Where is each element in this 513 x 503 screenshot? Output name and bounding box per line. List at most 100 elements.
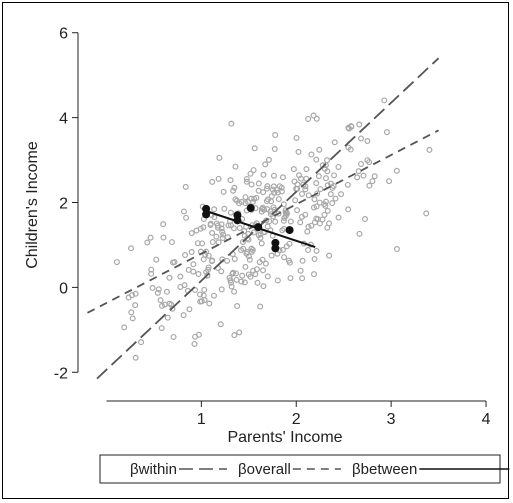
scatter-point [188, 249, 195, 256]
x-tick-label: 2 [292, 411, 301, 428]
scatter-point [314, 216, 321, 223]
scatter-point [166, 274, 173, 281]
scatter-point [190, 268, 197, 275]
scatter-point [264, 273, 271, 280]
fit-line-long-dash [96, 57, 440, 380]
scatter-point [128, 245, 135, 252]
scatter-point [236, 225, 243, 232]
scatter-point [358, 135, 365, 142]
scatter-point [232, 196, 239, 203]
scatter-point [366, 182, 373, 189]
scatter-point [227, 209, 234, 216]
scatter-point [299, 257, 306, 264]
scatter-point [181, 282, 188, 289]
scatter-point [209, 229, 216, 236]
scatter-point [251, 145, 258, 152]
scatter-point [331, 139, 338, 146]
y-tick-label: 6 [59, 26, 68, 43]
scatter-point [218, 225, 225, 232]
scatter-point [232, 270, 239, 277]
scatter-point [258, 240, 265, 247]
scatter-point [297, 219, 304, 226]
y-tick-label: 4 [59, 111, 68, 128]
scatter-point [294, 207, 301, 214]
scatter-point [238, 198, 245, 205]
scatter-point [155, 286, 162, 293]
x-ticks: 1 2 3 4 [197, 401, 491, 428]
scatter-point [267, 208, 274, 215]
scatter-point [113, 259, 120, 266]
scatter-point [138, 339, 145, 346]
scatter-point [322, 175, 329, 182]
scatter-point [129, 315, 136, 322]
scatter-point [295, 148, 302, 155]
legend: βwithin βoverall βbetween [99, 454, 510, 484]
scatter-point [299, 275, 306, 282]
scatter-point [292, 197, 299, 204]
legend-label: βbetween [352, 461, 417, 478]
scatter-point [250, 167, 257, 174]
scatter-point [250, 267, 257, 274]
scatter-point [257, 303, 264, 310]
scatter-point [296, 172, 303, 179]
scatter-point [121, 324, 128, 331]
scatter-point [269, 186, 276, 193]
scatter-point [263, 185, 270, 192]
scatter-point [311, 219, 318, 226]
scatter-point [250, 229, 257, 236]
group-mean-point [233, 216, 242, 225]
scatter-point [149, 284, 156, 291]
scatter-point [193, 227, 200, 234]
scatter-point [228, 279, 235, 286]
chart-frame [2, 2, 509, 499]
y-tick-label: 2 [59, 196, 68, 213]
scatter-point [335, 214, 342, 221]
scatter-point [256, 259, 263, 266]
group-mean-point [202, 204, 211, 213]
scatter-point [268, 193, 275, 200]
scatter-point [153, 256, 160, 263]
scatter-point [160, 234, 167, 241]
legend-label: βoverall [238, 461, 291, 478]
scatter-point [234, 303, 241, 310]
scatter-point [144, 239, 151, 246]
scatter-point [239, 272, 246, 279]
scatter-point [157, 297, 164, 304]
scatter-point [260, 189, 267, 196]
group-mean-point [246, 204, 255, 213]
scatter-point [313, 203, 320, 210]
x-axis-label: Parents' Income [227, 429, 342, 446]
scatter-point [326, 220, 333, 227]
scatter-point [279, 246, 286, 253]
y-axis-label: Children's Income [24, 141, 41, 269]
scatter-point [210, 292, 217, 299]
scatter-point [311, 256, 318, 263]
scatter-point [158, 325, 165, 332]
scatter-point [311, 196, 318, 203]
scatter-point [321, 211, 328, 218]
scatter-point [213, 220, 220, 227]
scatter-point [276, 183, 283, 190]
scatter-point [231, 288, 238, 295]
scatter-point [324, 157, 331, 164]
scatter-point [243, 175, 250, 182]
scatter-point [201, 286, 208, 293]
scatter-point [125, 294, 132, 301]
fit-lines [87, 57, 440, 380]
scatter-point [314, 190, 321, 197]
scatter-point [383, 129, 390, 136]
scatter-point [231, 184, 238, 191]
scatter-point [182, 252, 189, 259]
scatter-point [169, 305, 176, 312]
scatter-point [186, 306, 193, 313]
scatter-point [232, 163, 239, 170]
scatter-point [132, 290, 139, 297]
scatter-point [280, 201, 287, 208]
scatter-point [369, 178, 376, 185]
scatter-point [170, 333, 177, 340]
scatter-point [180, 312, 187, 319]
scatter-point [355, 168, 362, 175]
scatter-point [286, 240, 293, 247]
scatter-point [348, 123, 355, 130]
